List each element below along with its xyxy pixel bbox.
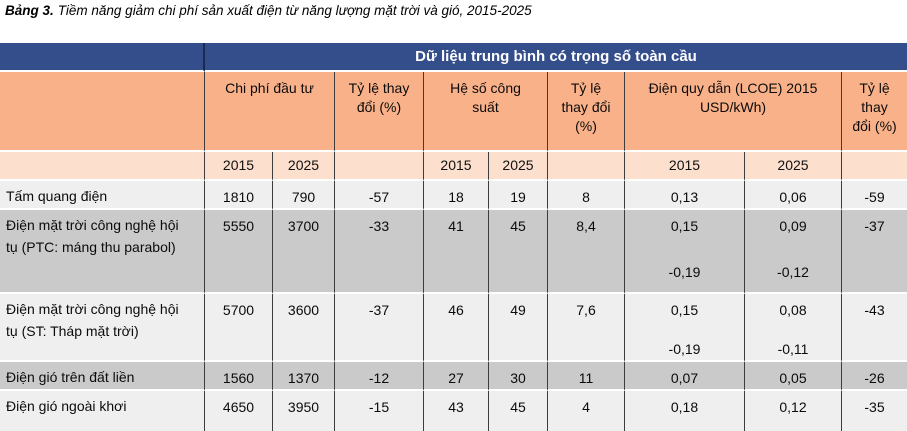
cell-lcoe-2015: 0,18 xyxy=(625,391,745,431)
cell-lcoe-2015: 0,13 xyxy=(625,181,745,210)
cell-investment-change: -37 xyxy=(335,294,424,362)
year-capacity-2015: 2015 xyxy=(424,152,489,181)
year-capacity-2025: 2025 xyxy=(489,152,548,181)
cell-investment-change: -12 xyxy=(335,362,424,391)
cell-capacity-change: 11 xyxy=(548,362,625,391)
cell-capacity-2025: 45 xyxy=(489,210,548,294)
cell-technology-name: Điện gió trên đất liền xyxy=(0,362,205,391)
cell-investment-2025: 790 xyxy=(273,181,335,210)
empty-year-cell xyxy=(0,152,205,181)
header-capacity-factor: Hệ số công suất xyxy=(424,72,548,152)
table-top-header-row: Dữ liệu trung bình có trọng số toàn cầu xyxy=(0,43,907,72)
lcoe-secondary-value: -0,19 xyxy=(668,264,701,280)
cell-capacity-2015: 18 xyxy=(424,181,489,210)
cell-investment-change: -33 xyxy=(335,210,424,294)
table-row: Điện gió trên đất liền 1560 1370 -12 27 … xyxy=(0,362,907,391)
lcoe-secondary-value: -0,12 xyxy=(777,264,809,280)
cell-lcoe-2015: 0,15 -0,19 xyxy=(625,294,745,362)
cell-investment-2015: 5550 xyxy=(205,210,273,294)
empty-year-cell xyxy=(548,152,625,181)
lcoe-value: 0,08 xyxy=(779,302,807,318)
cell-lcoe-2025: 0,05 xyxy=(745,362,842,391)
cell-investment-2015: 1810 xyxy=(205,181,273,210)
cell-investment-2015: 4650 xyxy=(205,391,273,431)
cell-lcoe-change: -35 xyxy=(842,391,907,431)
table-row: Tấm quang điện 1810 790 -57 18 19 8 0,13… xyxy=(0,181,907,210)
cell-investment-2025: 3600 xyxy=(273,294,335,362)
cell-technology-name: Điện mặt trời công nghệ hội tụ (PTC: mán… xyxy=(0,210,205,294)
cell-capacity-change: 7,6 xyxy=(548,294,625,362)
cell-capacity-2025: 45 xyxy=(489,391,548,431)
cell-lcoe-2025: 0,12 xyxy=(745,391,842,431)
cell-capacity-2015: 43 xyxy=(424,391,489,431)
cell-capacity-change: 4 xyxy=(548,391,625,431)
empty-year-cell xyxy=(842,152,907,181)
cell-capacity-2025: 30 xyxy=(489,362,548,391)
cell-technology-name: Điện mặt trời công nghệ hội tụ (ST: Tháp… xyxy=(0,294,205,362)
cell-lcoe-2025: 0,06 xyxy=(745,181,842,210)
table-number-label: Bảng 3. xyxy=(5,3,54,18)
cell-capacity-2015: 46 xyxy=(424,294,489,362)
header-lcoe-change: Tỷ lệ thay đổi (%) xyxy=(842,72,907,152)
cell-lcoe-2025: 0,08 -0,11 xyxy=(745,294,842,362)
lcoe-value: 0,09 xyxy=(779,218,807,234)
lcoe-value: 0,15 xyxy=(670,218,699,234)
merged-header-cell: Dữ liệu trung bình có trọng số toàn cầu xyxy=(205,43,907,72)
empty-year-cell xyxy=(335,152,424,181)
cell-lcoe-change: -26 xyxy=(842,362,907,391)
table-row: Điện gió ngoài khơi 4650 3950 -15 43 45 … xyxy=(0,391,907,431)
cell-investment-2015: 5700 xyxy=(205,294,273,362)
header-lcoe: Điện quy dẫn (LCOE) 2015 USD/kWh) xyxy=(625,72,842,152)
lcoe-value: 0,15 xyxy=(670,302,699,318)
cell-lcoe-2025: 0,09 -0,12 xyxy=(745,210,842,294)
lcoe-secondary-value: -0,19 xyxy=(668,341,701,357)
header-investment: Chi phí đầu tư xyxy=(205,72,335,152)
cell-investment-2025: 3950 xyxy=(273,391,335,431)
cell-lcoe-change: -59 xyxy=(842,181,907,210)
empty-header-cell xyxy=(0,72,205,152)
cell-lcoe-change: -37 xyxy=(842,210,907,294)
table-year-header-row: 2015 2025 2015 2025 2015 2025 xyxy=(0,152,907,181)
cell-investment-change: -15 xyxy=(335,391,424,431)
cell-investment-2015: 1560 xyxy=(205,362,273,391)
cell-capacity-2025: 19 xyxy=(489,181,548,210)
table-row: Điện mặt trời công nghệ hội tụ (ST: Tháp… xyxy=(0,294,907,362)
cell-investment-change: -57 xyxy=(335,181,424,210)
cell-technology-name: Điện gió ngoài khơi xyxy=(0,391,205,431)
cell-capacity-2025: 49 xyxy=(489,294,548,362)
cell-investment-2025: 3700 xyxy=(273,210,335,294)
year-lcoe-2015: 2015 xyxy=(625,152,745,181)
data-table: Dữ liệu trung bình có trọng số toàn cầu … xyxy=(0,43,907,431)
cell-lcoe-2015: 0,15 -0,19 xyxy=(625,210,745,294)
cell-capacity-change: 8,4 xyxy=(548,210,625,294)
cell-capacity-change: 8 xyxy=(548,181,625,210)
cell-capacity-2015: 41 xyxy=(424,210,489,294)
cell-lcoe-2015: 0,07 xyxy=(625,362,745,391)
year-lcoe-2025: 2025 xyxy=(745,152,842,181)
cell-capacity-2015: 27 xyxy=(424,362,489,391)
document-title: Bảng 3. Tiềm năng giảm chi phí sản xuất đ… xyxy=(5,3,532,18)
header-capacity-change: Tỷ lệ thay đổi (%) xyxy=(548,72,625,152)
cell-technology-name: Tấm quang điện xyxy=(0,181,205,210)
table-group-header-row: Chi phí đầu tư Tỷ lệ thay đổi (%) Hệ số … xyxy=(0,72,907,152)
corner-cell xyxy=(0,43,205,72)
year-investment-2015: 2015 xyxy=(205,152,273,181)
lcoe-secondary-value: -0,11 xyxy=(777,341,809,357)
year-investment-2025: 2025 xyxy=(273,152,335,181)
cell-lcoe-change: -43 xyxy=(842,294,907,362)
header-investment-change: Tỷ lệ thay đổi (%) xyxy=(335,72,424,152)
table-row: Điện mặt trời công nghệ hội tụ (PTC: mán… xyxy=(0,210,907,294)
cell-investment-2025: 1370 xyxy=(273,362,335,391)
table-caption: Tiềm năng giảm chi phí sản xuất điện từ … xyxy=(57,3,532,18)
